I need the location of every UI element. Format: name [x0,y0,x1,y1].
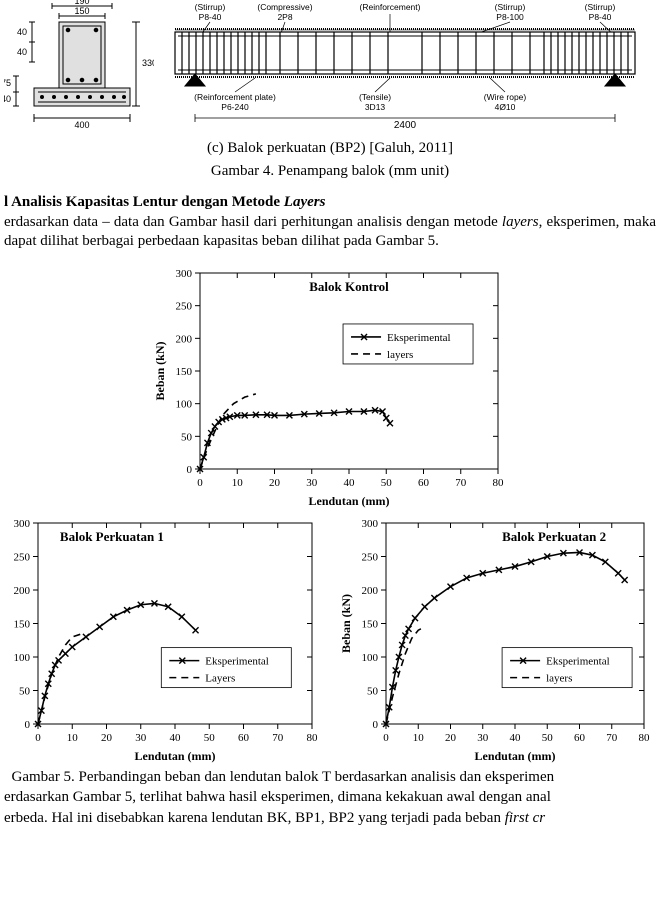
dim-40b: 40 [17,47,27,57]
svg-text:Balok Perkuatan 2: Balok Perkuatan 2 [502,529,606,544]
svg-text:30: 30 [135,732,147,744]
svg-text:100: 100 [14,652,31,664]
svg-text:Layers: Layers [205,672,235,684]
svg-text:100: 100 [176,398,193,410]
svg-text:40: 40 [170,732,182,744]
svg-text:0: 0 [35,732,41,744]
lbl-comp-b: 2P8 [277,12,292,22]
lbl-stirrup3a: (Stirrup) [585,2,616,12]
svg-text:30: 30 [306,477,318,489]
svg-text:50: 50 [181,431,193,443]
svg-text:100: 100 [362,652,379,664]
svg-text:0: 0 [383,732,389,744]
svg-text:Lendutan (mm): Lendutan (mm) [474,749,555,763]
svg-text:Lendutan (mm): Lendutan (mm) [308,494,389,508]
svg-text:Beban (kN): Beban (kN) [339,593,353,652]
svg-text:50: 50 [367,685,379,697]
svg-text:80: 80 [493,477,505,489]
svg-text:70: 70 [272,732,284,744]
svg-text:Eksperimental: Eksperimental [387,331,451,343]
svg-text:70: 70 [606,732,618,744]
svg-text:0: 0 [187,464,193,476]
chart-balok-kontrol: 0 10 20 30 40 50 60 70 80 0 50 100 150 200 250 300 Lendu… [150,261,510,511]
svg-text:Beban (kN): Beban (kN) [153,341,167,400]
svg-text:Balok Perkuatan 1: Balok Perkuatan 1 [60,529,164,544]
para-below-3: erbeda. Hal ini disebabkan karena lendut… [4,809,656,828]
section-heading: l Analisis Kapasitas Lentur dengan Metod… [4,194,656,211]
svg-text:30: 30 [477,732,489,744]
top-diagram-row: 190 150 [4,0,656,130]
svg-text:Lendutan (mm): Lendutan (mm) [134,749,215,763]
chart-balok-perkuatan-1: 0 10 20 30 40 50 60 70 80 0 50 100 150 200 250 300 Lendu… [4,511,324,766]
dim-40a: 40 [17,27,27,37]
lbl-stirrup2b: P8-100 [496,12,524,22]
svg-text:200: 200 [362,585,379,597]
svg-text:Eksperimental: Eksperimental [546,655,610,667]
svg-text:60: 60 [418,477,430,489]
lbl-tensile-b: 3D13 [365,102,386,112]
lbl-reinf: (Reinforcement) [360,2,421,12]
svg-text:Balok Kontrol: Balok Kontrol [309,279,389,294]
svg-text:40: 40 [510,732,522,744]
svg-text:200: 200 [176,333,193,345]
svg-text:300: 300 [14,518,31,530]
caption-fig-c: (c) Balok perkuatan (BP2) [Galuh, 2011] [4,140,656,157]
section-paragraph: erdasarkan data – data dan Gambar hasil … [4,213,656,251]
caption-gambar5: Gambar 5. Perbandingan beban dan lenduta… [4,768,656,787]
dim-330: 330 [142,58,154,68]
svg-text:Eksperimental: Eksperimental [205,655,269,667]
lbl-stirrup1a: (Stirrup) [195,2,226,12]
svg-text:50: 50 [542,732,554,744]
caption-gambar4: Gambar 4. Penampang balok (mm unit) [4,163,656,180]
svg-text:300: 300 [176,268,193,280]
lbl-plate-a: (Reinforcement plate) [194,92,276,102]
svg-text:60: 60 [574,732,586,744]
svg-text:80: 80 [639,732,651,744]
svg-text:50: 50 [204,732,216,744]
svg-text:10: 10 [413,732,425,744]
svg-text:150: 150 [362,618,379,630]
svg-text:20: 20 [445,732,457,744]
cross-section-diagram: 190 150 [4,0,154,130]
lbl-wire-a: (Wire rope) [484,92,527,102]
svg-text:50: 50 [19,685,31,697]
svg-text:200: 200 [14,585,31,597]
lbl-comp-a: (Compressive) [257,2,312,12]
lbl-stirrup3b: P8-40 [589,12,612,22]
dim-40c: 40 [4,94,11,104]
svg-text:80: 80 [307,732,319,744]
svg-text:layers: layers [387,348,413,360]
svg-text:250: 250 [176,300,193,312]
svg-text:20: 20 [269,477,281,489]
lbl-plate-b: P6-240 [221,102,249,112]
chart-balok-perkuatan-2: 0 10 20 30 40 50 60 70 80 0 50 100 150 200 250 300 Lendu… [336,511,656,766]
svg-text:0: 0 [197,477,203,489]
para-below-2: erdasarkan Gambar 5, terlihat bahwa hasi… [4,788,656,807]
svg-text:300: 300 [362,518,379,530]
svg-text:layers: layers [546,672,572,684]
lbl-wire-b: 4Ø10 [495,102,516,112]
svg-text:20: 20 [101,732,113,744]
svg-text:70: 70 [455,477,467,489]
beam-longitudinal-diagram: (Stirrup) P8-40 (Compressive) 2P8 (Reinf… [160,0,650,130]
svg-text:150: 150 [176,366,193,378]
lbl-stirrup1b: P8-40 [199,12,222,22]
svg-text:40: 40 [344,477,356,489]
dim-150: 150 [74,6,89,16]
svg-text:60: 60 [238,732,250,744]
dim-400: 400 [74,120,89,130]
lbl-tensile-a: (Tensile) [359,92,391,102]
svg-text:250: 250 [362,551,379,563]
svg-text:0: 0 [373,719,379,731]
lbl-stirrup2a: (Stirrup) [495,2,526,12]
svg-text:50: 50 [381,477,393,489]
svg-text:250: 250 [14,551,31,563]
svg-text:0: 0 [25,719,31,731]
svg-text:150: 150 [14,618,31,630]
dim-75: 75 [4,78,11,88]
svg-text:10: 10 [67,732,79,744]
svg-text:10: 10 [232,477,244,489]
dim-2400: 2400 [394,120,417,130]
